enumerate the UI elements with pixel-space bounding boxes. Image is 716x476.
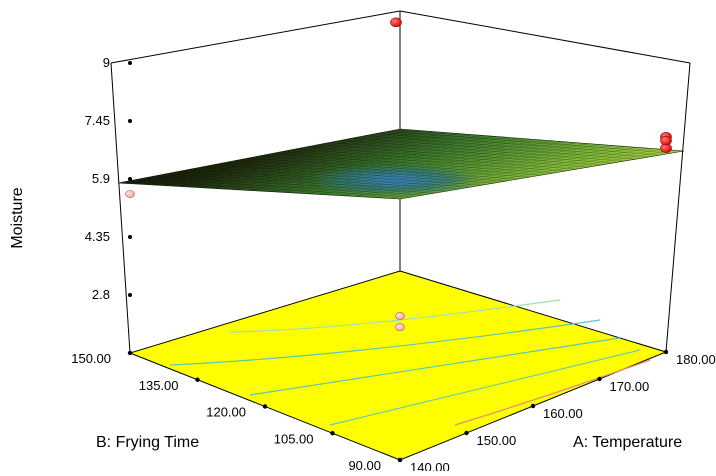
surface-grid-line: [305, 146, 590, 168]
surface-grid-line: [258, 155, 543, 176]
surface-grid-line: [188, 134, 472, 188]
x-tick-mark: [397, 457, 403, 463]
z-tick-label: 2.8: [92, 287, 110, 302]
surface-grid-line: [341, 139, 625, 162]
surface-grid-line: [364, 135, 649, 158]
surface-grid-line: [258, 139, 543, 192]
surface-grid-line: [282, 151, 566, 172]
surface-grid-line: [200, 135, 483, 188]
surface-grid-line: [211, 164, 495, 184]
design-point-above: [660, 135, 672, 146]
surface-grid-line: [153, 131, 436, 186]
z-tick-label: 5.9: [92, 171, 110, 186]
z-tick-mark: [128, 61, 132, 65]
surface-grid-line: [129, 180, 412, 198]
y-tick-label: 135.00: [139, 378, 179, 393]
surface-grid-line: [364, 147, 649, 198]
z-tick-mark: [128, 177, 132, 181]
y-tick-label: 150.00: [71, 351, 111, 366]
y-tick-mark: [195, 377, 200, 382]
surface-grid-line: [153, 175, 436, 194]
surface-grid-line: [341, 146, 625, 196]
surface-grid-line: [270, 153, 554, 174]
surface-grid-line: [164, 132, 448, 186]
surface-grid-line: [329, 145, 614, 196]
surface-grid-line: [388, 149, 673, 199]
y-tick-mark: [262, 404, 268, 409]
surface-grid-line: [376, 133, 661, 156]
surface-grid-line: [317, 144, 602, 166]
surface-grid-line: [270, 140, 554, 192]
z-tick-mark: [128, 293, 132, 297]
surface-grid-line: [317, 144, 602, 195]
design-point-below: [395, 323, 405, 332]
x-tick-mark: [663, 349, 669, 355]
z-tick-label: 9: [103, 55, 110, 70]
surface-grid-line: [176, 133, 460, 187]
x-tick-label: 140.00: [410, 460, 450, 471]
surface-grid-line: [247, 138, 531, 191]
x-axis-title: A: Temperature: [573, 434, 682, 451]
x-tick-mark: [530, 403, 536, 409]
surface-grid-line: [176, 171, 460, 190]
surface-grid-line: [294, 142, 578, 194]
surface-grid-line: [129, 129, 412, 184]
box-frame: [110, 10, 691, 354]
surface-grid-line: [211, 136, 495, 189]
surface-grid-line: [294, 148, 578, 170]
surface-mesh: [129, 129, 673, 199]
z-tick-label: 7.45: [85, 113, 110, 128]
surface-grid-line: [200, 166, 483, 186]
y-tick-label: 90.00: [348, 458, 381, 471]
design-point-below: [125, 190, 135, 198]
surface-grid-line: [376, 148, 661, 198]
surface-grid-line: [305, 143, 590, 194]
surface-grid-line: [141, 130, 424, 185]
surface-grid-line: [141, 178, 424, 196]
z-tick-mark: [128, 235, 132, 239]
surface-grid-line: [329, 142, 614, 164]
y-tick-label: 105.00: [274, 431, 314, 446]
surface-grid-line: [164, 173, 448, 192]
x-tick-mark: [464, 430, 469, 436]
x-tick-mark: [597, 376, 602, 382]
x-tick-label: 160.00: [543, 406, 583, 421]
z-axis-title: Moisture: [9, 187, 26, 248]
response-surface: [117, 128, 685, 200]
surface-grid-line: [188, 169, 472, 188]
y-tick-label: 120.00: [206, 405, 246, 420]
surface-grid-line: [247, 157, 531, 178]
surface-grid-line: [352, 137, 637, 160]
floor-plane: [128, 270, 668, 461]
x-tick-label: 170.00: [610, 379, 650, 394]
z-tick-mark: [128, 119, 132, 123]
y-tick-mark: [127, 350, 133, 356]
z-tick-label: 4.35: [85, 229, 110, 244]
surface-dip: [310, 164, 480, 196]
y-axis-title: B: Frying Time: [96, 434, 199, 451]
surface-grid-line: [388, 130, 673, 154]
surface-grid-line: [282, 141, 566, 193]
design-point-below: [395, 312, 405, 320]
surface-grid-line: [235, 160, 519, 180]
floor-contours: [169, 299, 651, 426]
surface-grid-line: [235, 137, 519, 190]
design-points: [125, 17, 672, 332]
surface-grid-line: [223, 162, 507, 182]
x-tick-label: 150.00: [477, 433, 517, 448]
design-point-above: [390, 17, 402, 28]
x-tick-label: 180.00: [676, 352, 716, 367]
surface-grid-line: [223, 136, 507, 190]
surface-grid-line: [352, 147, 637, 197]
y-tick-mark: [330, 431, 335, 436]
